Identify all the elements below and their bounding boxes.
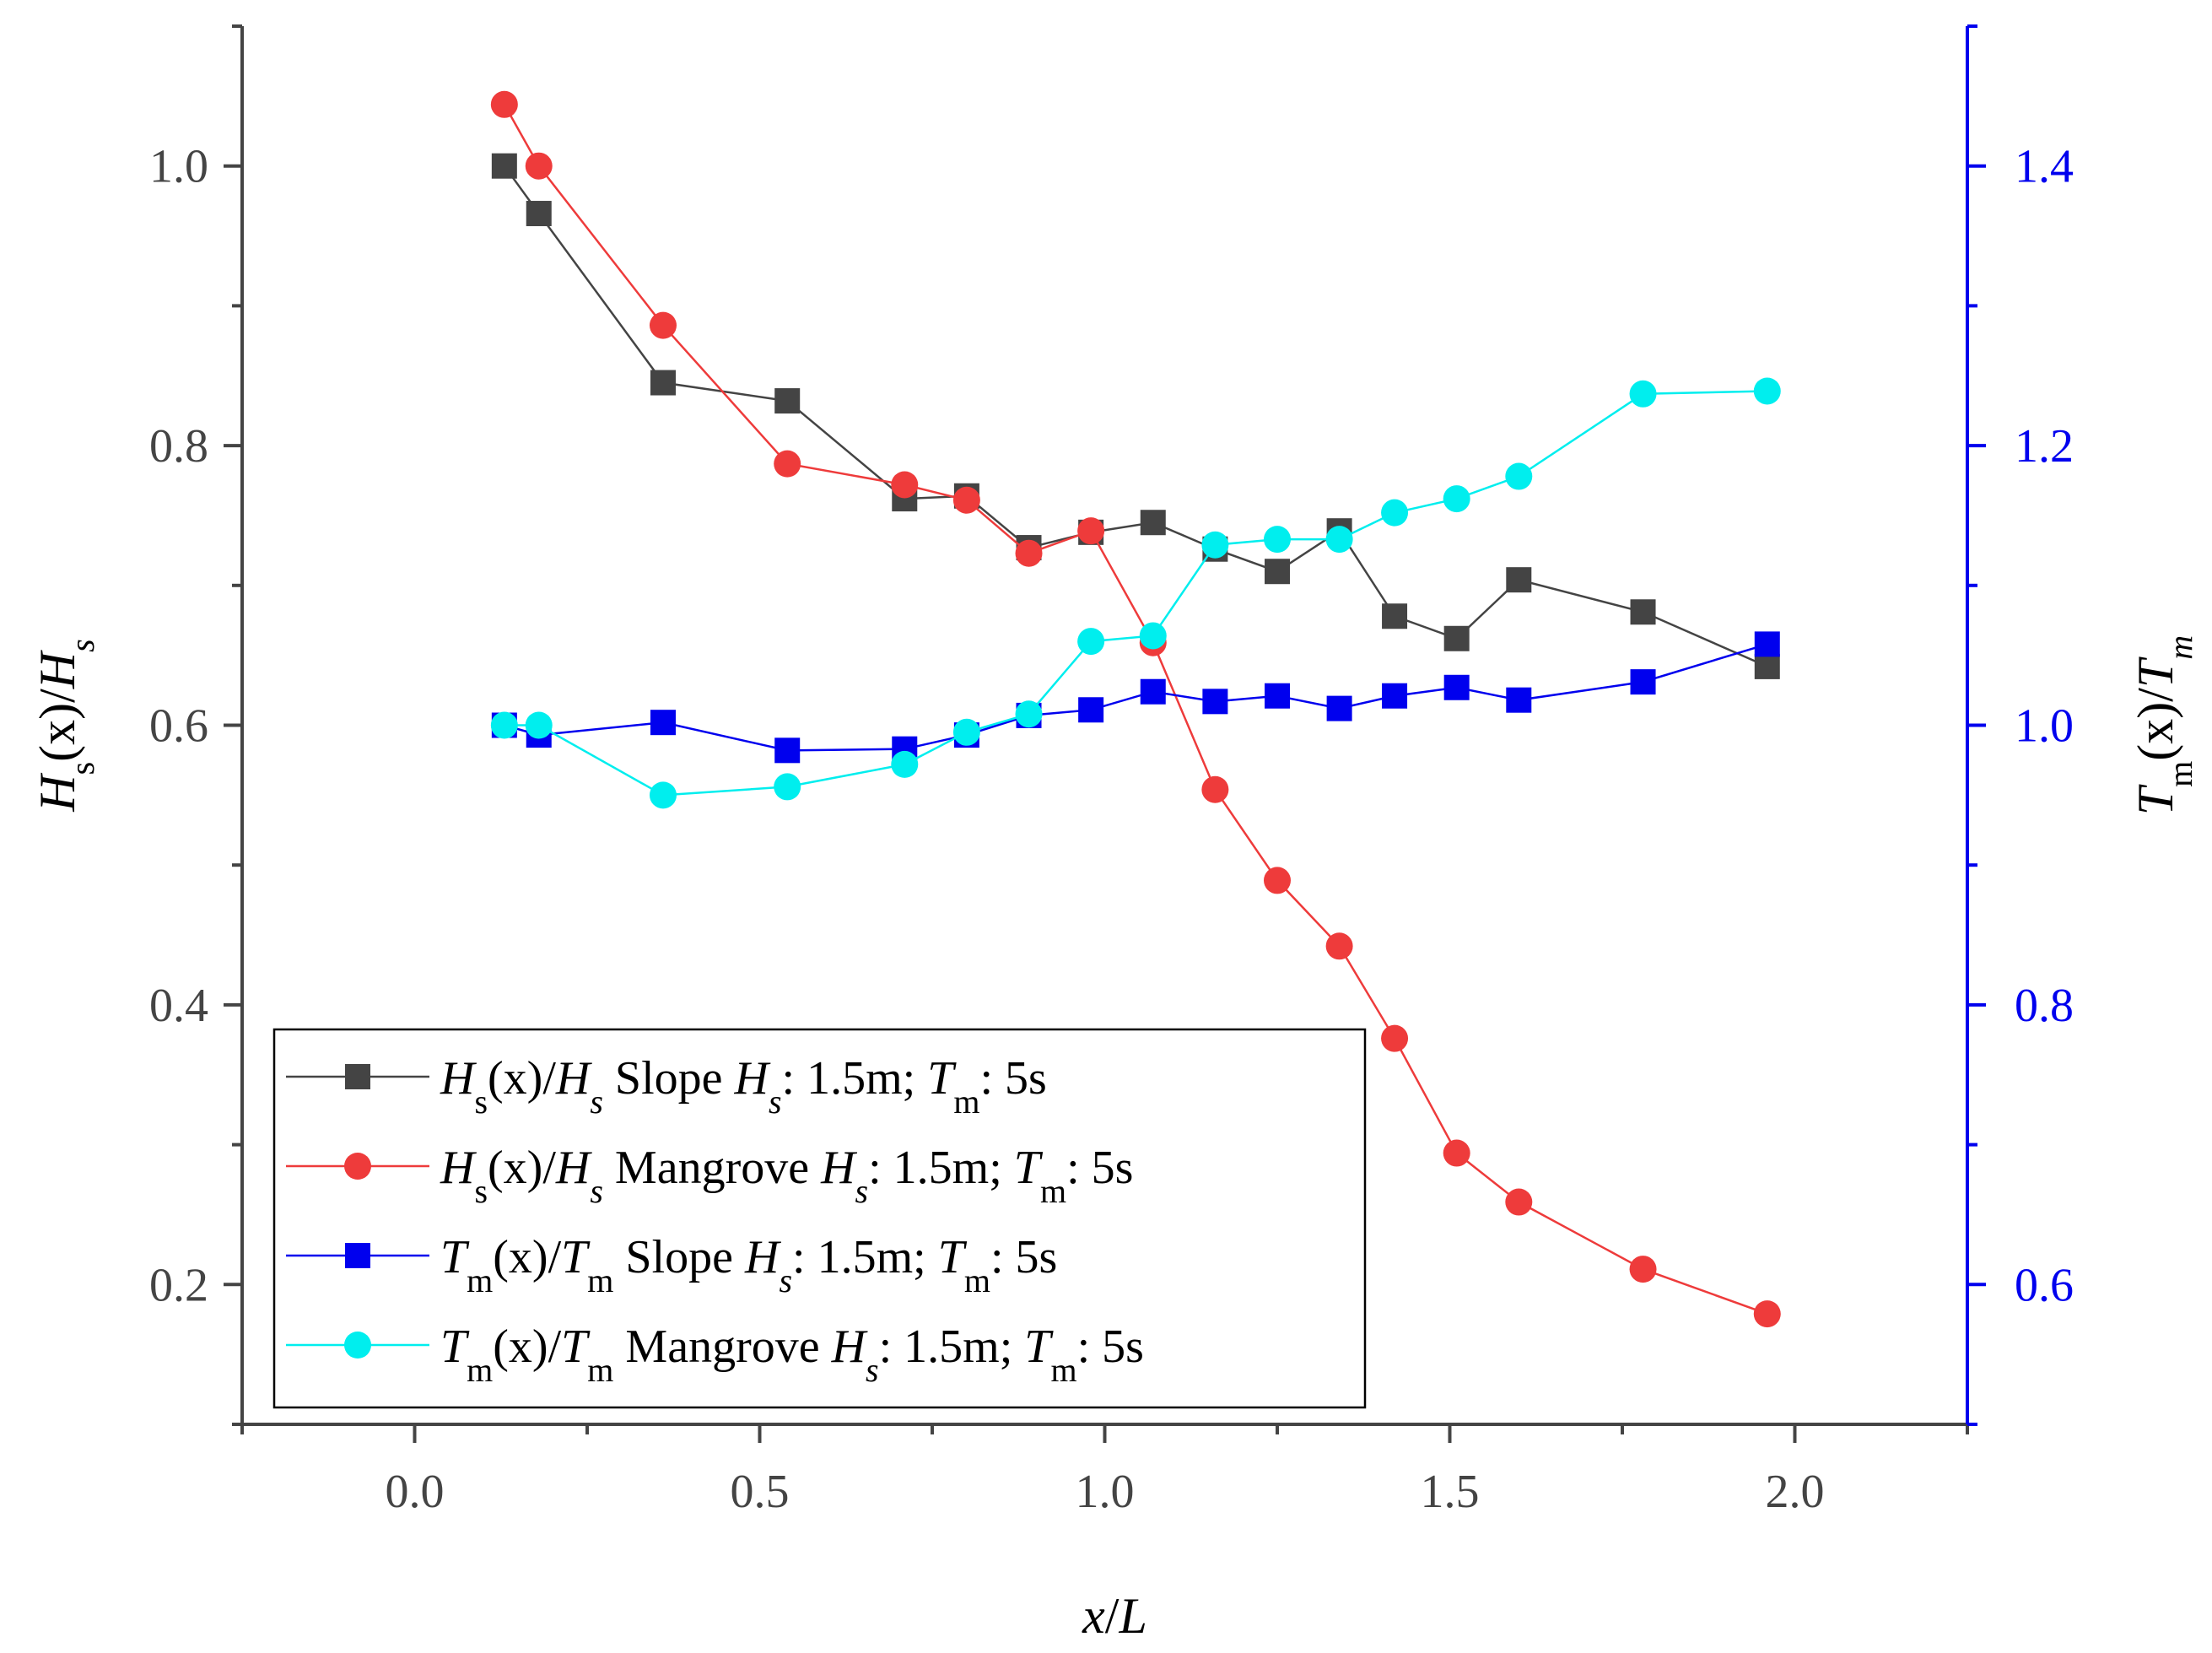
data-point (1630, 669, 1656, 695)
x-tick-label: 1.0 (1076, 1466, 1135, 1518)
legend-item: Hs(x)/Hs Slope Hs: 1.5m; Tm: 5s (286, 1052, 1047, 1121)
legend-marker (344, 1332, 371, 1359)
y-left-tick-label: 0.8 (149, 420, 208, 473)
data-point (1326, 695, 1352, 721)
x-tick-label: 1.5 (1421, 1466, 1480, 1518)
legend-label: Hs(x)/Hs Mangrove Hs: 1.5m; Tm: 5s (440, 1142, 1133, 1210)
data-point (1754, 653, 1780, 679)
data-point (1201, 531, 1229, 559)
data-point (525, 711, 553, 739)
data-point (1382, 603, 1408, 629)
data-point (774, 450, 801, 478)
data-point (1140, 510, 1166, 536)
data-point (774, 773, 801, 801)
data-point (891, 471, 919, 499)
legend-marker (345, 1243, 370, 1268)
y-right-tick-label: 1.0 (2015, 700, 2074, 753)
data-point (1140, 678, 1166, 705)
data-point (649, 781, 677, 809)
data-point (1264, 867, 1291, 894)
data-point (1443, 625, 1470, 651)
data-point (1443, 674, 1470, 700)
y-right-tick-label: 0.6 (2015, 1259, 2074, 1311)
data-point (649, 311, 677, 339)
y-right-tick-label: 1.2 (2015, 420, 2074, 473)
legend-label: Tm(x)/Tm Mangrove Hs: 1.5m; Tm: 5s (440, 1321, 1144, 1389)
y-left-tick-label: 1.0 (149, 141, 208, 193)
data-point (1015, 700, 1043, 728)
data-point (1201, 775, 1229, 803)
data-point (1325, 526, 1353, 554)
legend-item: Tm(x)/Tm Mangrove Hs: 1.5m; Tm: 5s (286, 1321, 1144, 1389)
x-axis-title: x/L (1082, 1588, 1147, 1644)
data-point (1506, 567, 1532, 593)
y-right-tick-label: 1.4 (2015, 141, 2074, 193)
data-point (1139, 622, 1167, 650)
x-tick-label: 2.0 (1766, 1466, 1825, 1518)
data-point (774, 388, 801, 414)
series-line (503, 165, 1768, 668)
data-point (525, 152, 553, 180)
data-point (1325, 932, 1353, 960)
data-point (526, 201, 552, 227)
data-point (774, 737, 801, 764)
x-tick-label: 0.0 (386, 1466, 445, 1518)
data-point (1265, 559, 1290, 585)
legend-marker (344, 1153, 371, 1180)
legend-marker (345, 1064, 370, 1089)
y-left-tick-label: 0.4 (149, 980, 208, 1032)
y-left-tick-label: 0.6 (149, 700, 208, 753)
data-point (1629, 1256, 1657, 1283)
data-point (1443, 1139, 1470, 1167)
data-point (1754, 631, 1780, 657)
data-point (650, 370, 676, 396)
data-point (491, 153, 517, 179)
data-point (1505, 1188, 1533, 1216)
data-point (891, 750, 919, 778)
legend-box (272, 1028, 1367, 1409)
data-point (490, 711, 518, 739)
data-point (1264, 526, 1291, 554)
data-point (650, 710, 676, 736)
data-point (1506, 687, 1532, 713)
y-right-axis-title: Tm(x)/Tm (2128, 635, 2199, 815)
data-point (1381, 1024, 1409, 1052)
data-point (1015, 539, 1043, 567)
legend-item: Hs(x)/Hs Mangrove Hs: 1.5m; Tm: 5s (286, 1142, 1133, 1210)
legend-label: Tm(x)/Tm Slope Hs: 1.5m; Tm: 5s (440, 1231, 1057, 1299)
data-point (952, 718, 980, 746)
data-point (1630, 599, 1656, 625)
y-left-tick-label: 0.2 (149, 1259, 208, 1311)
data-point (1078, 697, 1104, 723)
x-tick-label: 0.5 (731, 1466, 790, 1518)
legend-item: Tm(x)/Tm Slope Hs: 1.5m; Tm: 5s (286, 1231, 1057, 1299)
series-0 (491, 153, 1780, 679)
data-point (1077, 628, 1105, 656)
series-line (504, 643, 1768, 752)
legend-label: Hs(x)/Hs Slope Hs: 1.5m; Tm: 5s (440, 1052, 1047, 1121)
data-point (1265, 683, 1290, 709)
y-left-axis-title: Hs(x)/Hs (30, 639, 101, 812)
data-point (1443, 485, 1470, 513)
y-right-tick-label: 0.8 (2015, 980, 2074, 1032)
data-point (1753, 1300, 1781, 1328)
data-point (1381, 499, 1409, 527)
data-point (490, 90, 518, 118)
data-point (1382, 683, 1408, 709)
data-point (1505, 462, 1533, 490)
data-point (1077, 517, 1105, 545)
series-3 (490, 377, 1781, 809)
data-point (1629, 380, 1657, 408)
series-line (504, 390, 1767, 797)
data-point (952, 486, 980, 514)
data-point (1202, 689, 1228, 715)
series-2 (491, 631, 1780, 764)
data-point (1753, 377, 1781, 405)
